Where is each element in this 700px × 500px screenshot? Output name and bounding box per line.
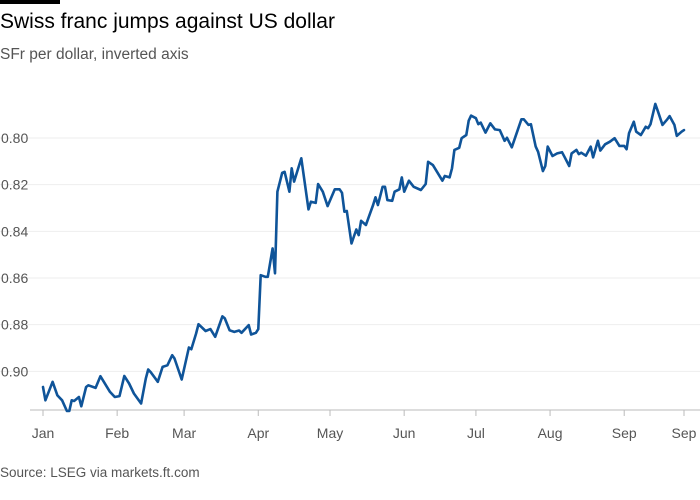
series-line: [41, 102, 686, 413]
brand-bar: [0, 0, 60, 4]
y-tick-label: 0.86: [1, 270, 28, 286]
x-axis: Jan Feb Mar Apr May Jun Jul Aug Sep Sep: [30, 409, 700, 441]
x-tick-label: Apr: [247, 425, 269, 441]
x-tick-label: Jan: [32, 425, 55, 441]
chart-subtitle: SFr per dollar, inverted axis: [0, 46, 189, 63]
y-tick-label: 0.82: [1, 177, 28, 193]
chart-title: Swiss franc jumps against US dollar: [0, 10, 335, 33]
series-layer: [41, 102, 686, 413]
x-tick-label: Mar: [172, 425, 196, 441]
source-note: Source: LSEG via markets.ft.com: [0, 465, 200, 480]
y-tick-label: 0.80: [1, 130, 28, 146]
y-tick-label: 0.84: [1, 223, 28, 239]
x-tick-label: Jul: [467, 425, 485, 441]
y-tick-label: 0.90: [1, 363, 28, 379]
x-tick-label: Feb: [105, 425, 129, 441]
x-tick-label: Aug: [538, 425, 563, 441]
x-tick-label: May: [317, 425, 343, 441]
x-tick-label: Sep: [612, 425, 637, 441]
y-axis: 0.80 0.82 0.84 0.86 0.88 0.90: [1, 130, 28, 379]
gridlines: [0, 137, 700, 372]
y-tick-label: 0.88: [1, 317, 28, 333]
x-tick-label: Sep: [672, 425, 697, 441]
x-tick-label: Jun: [393, 425, 416, 441]
